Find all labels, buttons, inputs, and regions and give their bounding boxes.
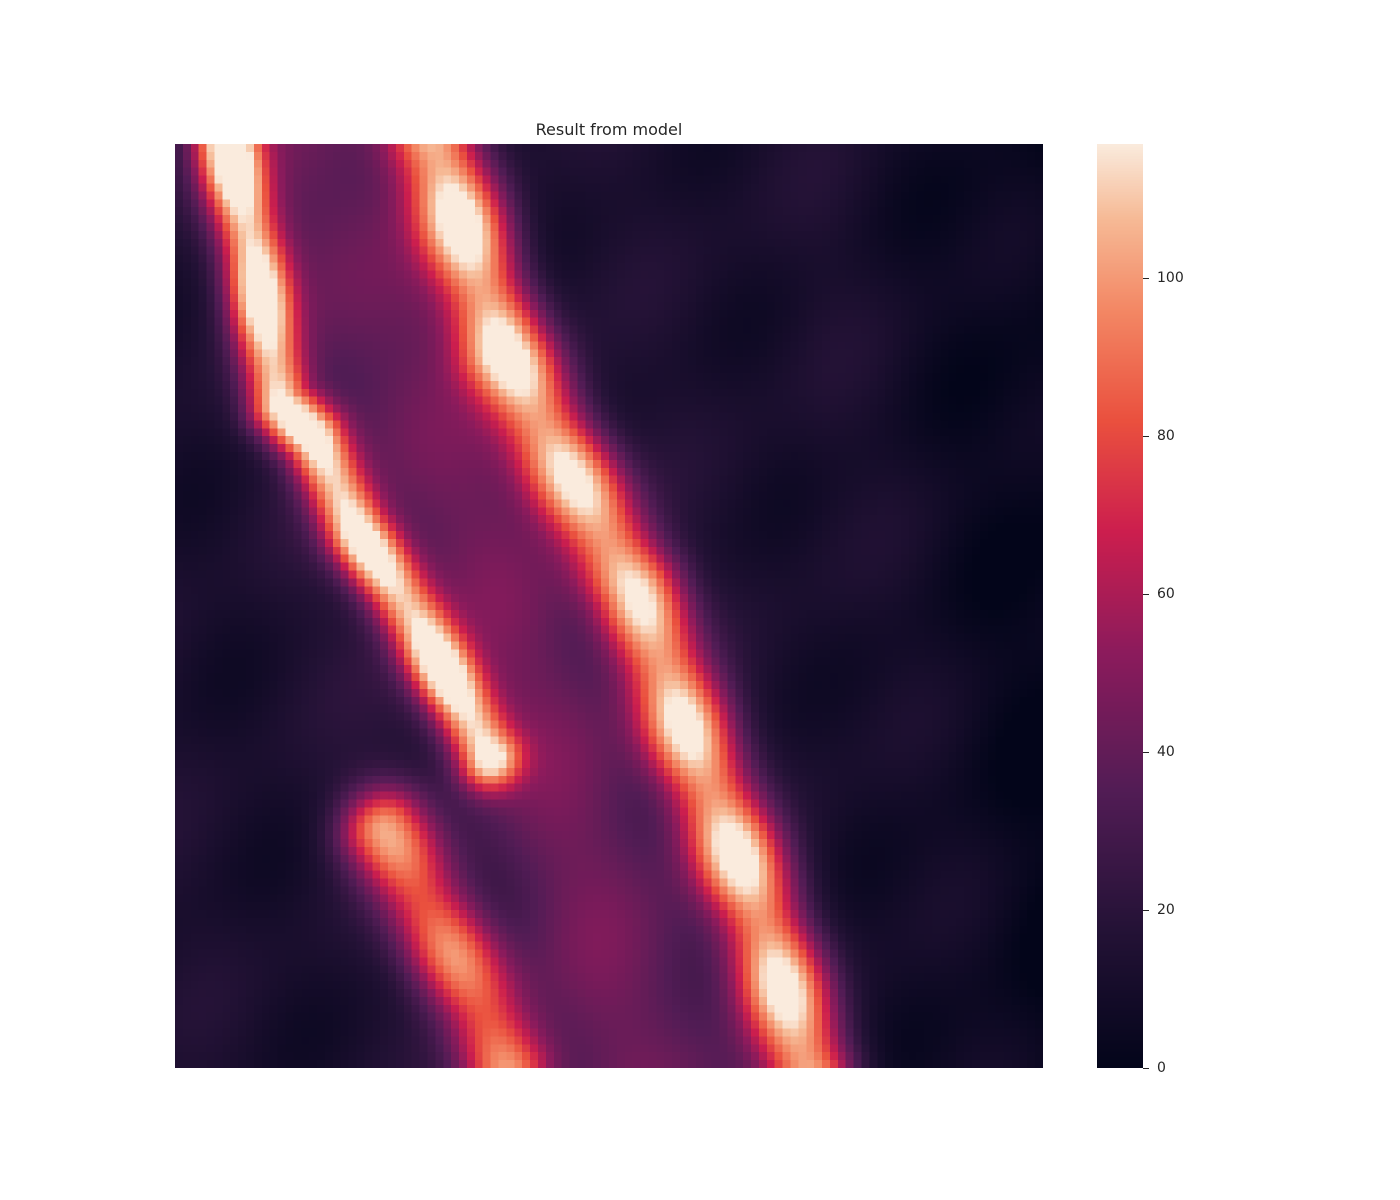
colorbar-tick bbox=[1143, 435, 1149, 437]
chart-title: Result from model bbox=[535, 120, 683, 139]
colorbar-tick-label: 0 bbox=[1157, 1060, 1166, 1076]
colorbar-tick-label: 60 bbox=[1157, 586, 1175, 603]
colorbar-tick-label: 80 bbox=[1157, 428, 1175, 445]
colorbar-tick bbox=[1143, 909, 1149, 911]
colorbar-tick-label: 100 bbox=[1157, 270, 1184, 287]
colorbar-tick bbox=[1143, 593, 1149, 595]
colorbar-tick-label: 20 bbox=[1157, 902, 1175, 919]
colorbar bbox=[1097, 144, 1143, 1068]
colorbar-tick-label: 40 bbox=[1157, 744, 1175, 761]
heatmap-plot-area bbox=[175, 144, 1043, 1068]
colorbar-tick bbox=[1143, 751, 1149, 753]
colorbar-tick bbox=[1143, 277, 1149, 279]
colorbar-tick bbox=[1143, 1067, 1149, 1069]
